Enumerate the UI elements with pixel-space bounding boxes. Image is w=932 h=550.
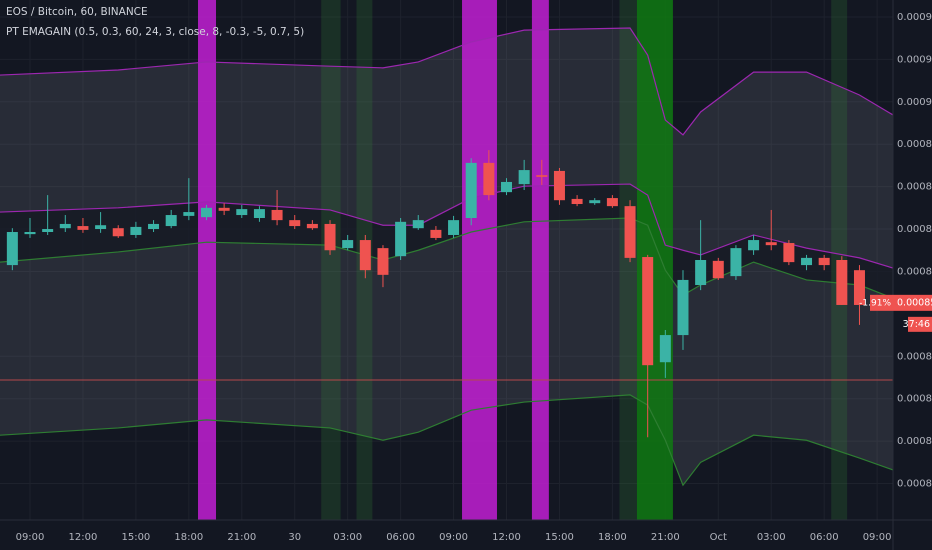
x-tick-label: 21:00	[227, 532, 256, 543]
candle-body	[712, 260, 724, 279]
candle-body	[677, 279, 689, 336]
candle-body	[218, 207, 230, 211]
y-tick-label: 0.00089000	[897, 139, 932, 150]
y-tick-label: 0.00084000	[897, 351, 932, 362]
y-tick-label: 0.00092000	[897, 12, 932, 23]
countdown-label: 37:46	[903, 319, 930, 330]
candle-body	[342, 240, 354, 249]
candle-body	[589, 200, 601, 204]
candle-body	[765, 242, 777, 246]
x-tick-label: 09:00	[439, 532, 468, 543]
x-tick-label: 03:00	[757, 532, 786, 543]
y-tick-label: 0.00088000	[897, 182, 932, 193]
band-line	[0, 394, 894, 487]
candle-body	[553, 170, 565, 201]
candle-body	[853, 270, 865, 305]
candle-body	[59, 223, 71, 229]
x-tick-label: 06:00	[386, 532, 415, 543]
x-tick-label: 09:00	[16, 532, 45, 543]
x-tick-label: 03:00	[333, 532, 362, 543]
candle-body	[236, 209, 248, 216]
candle-body	[430, 229, 442, 238]
highlight	[619, 0, 637, 520]
candle-body	[818, 257, 830, 266]
candle-body	[395, 221, 407, 257]
countdown-tag	[908, 316, 932, 332]
candle-body	[6, 232, 18, 266]
candle-body	[518, 170, 530, 185]
candle-body	[695, 260, 707, 286]
candle-body	[836, 260, 848, 305]
candle-body	[271, 209, 283, 221]
highlight	[531, 0, 549, 520]
y-tick-label: 0.00083000	[897, 394, 932, 405]
candle-body	[624, 206, 636, 258]
candle-body	[501, 181, 513, 193]
candle-body	[289, 220, 301, 227]
x-tick-label: 15:00	[121, 532, 150, 543]
candle-body	[130, 226, 142, 235]
candle-body	[148, 223, 160, 230]
x-tick-label: Oct	[710, 532, 727, 543]
candle-body	[642, 257, 654, 366]
candle-body	[183, 212, 195, 216]
candle-body	[42, 229, 54, 233]
candle-body	[200, 207, 212, 218]
chart-title: EOS / Bitcoin, 60, BINANCE	[6, 6, 148, 18]
candle-body	[359, 240, 371, 271]
change-label: -1.91%	[859, 298, 891, 308]
indicator-label: PT EMAGAIN (0.5, 0.3, 60, 24, 3, close, …	[6, 26, 304, 38]
candle-body	[801, 257, 813, 266]
candle-body	[306, 223, 318, 229]
candle-body	[112, 228, 124, 237]
y-tick-label: 0.00090000	[897, 97, 932, 108]
x-tick-label: 06:00	[810, 532, 839, 543]
candle-body	[536, 175, 548, 177]
y-tick-label: 0.00081000	[897, 479, 932, 490]
highlight	[198, 0, 217, 520]
x-tick-label: 21:00	[651, 532, 680, 543]
y-tick-label: 0.00091000	[897, 54, 932, 65]
y-tick-label: 0.00086000	[897, 266, 932, 277]
price-tag	[870, 294, 932, 311]
highlight	[462, 0, 497, 520]
y-tick-label: 0.00087000	[897, 224, 932, 235]
candle-body	[24, 232, 36, 235]
candle-body	[571, 198, 583, 205]
x-tick-label: 15:00	[545, 532, 574, 543]
y-tick-label: 0.00082000	[897, 436, 932, 447]
x-tick-label: 09:00	[863, 532, 892, 543]
candle-body	[412, 220, 424, 229]
x-tick-label: 18:00	[598, 532, 627, 543]
candle-body	[253, 209, 265, 219]
x-tick-label: 12:00	[69, 532, 98, 543]
candle-body	[783, 243, 795, 263]
candle-body	[730, 248, 742, 277]
band-line	[0, 27, 894, 136]
candle-body	[95, 225, 107, 230]
highlight	[321, 0, 341, 520]
candle-body	[606, 198, 618, 207]
x-tick-label: 30	[288, 532, 301, 543]
candle-body	[465, 162, 477, 219]
candle-body	[324, 223, 336, 251]
candle-body	[377, 248, 389, 275]
x-tick-label: 18:00	[174, 532, 203, 543]
candle-body	[748, 240, 760, 251]
x-tick-label: 12:00	[492, 532, 521, 543]
candle-body	[77, 226, 89, 230]
price-label: 0.0008526	[897, 297, 932, 308]
candle-body	[483, 162, 495, 196]
candle-body	[448, 220, 460, 235]
candle-body	[165, 215, 177, 227]
candle-body	[659, 335, 671, 363]
